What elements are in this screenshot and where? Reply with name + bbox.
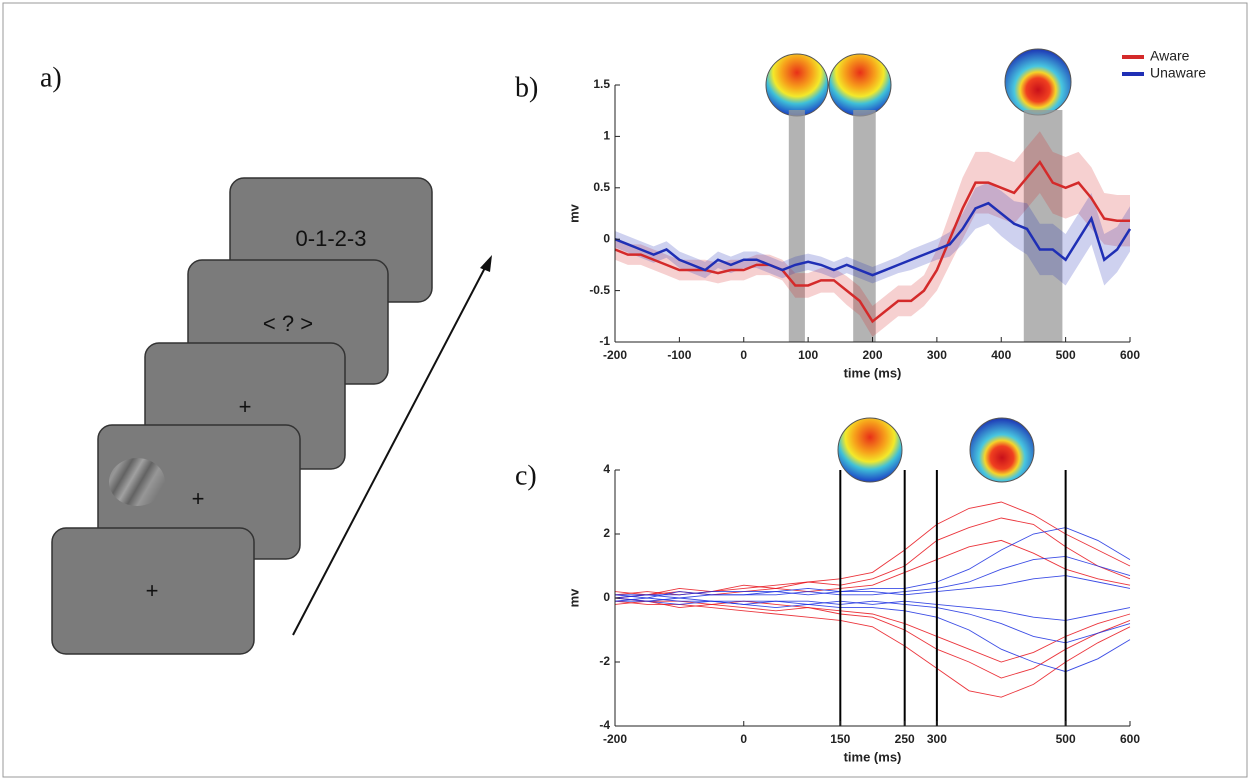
y-tick-label: 2 — [603, 526, 610, 540]
series-line — [615, 527, 1131, 596]
x-tick-label: 0 — [740, 732, 747, 746]
series-line — [614, 575, 1131, 599]
shaded-window — [788, 110, 805, 342]
arrow-head — [480, 255, 492, 272]
topoplot — [837, 417, 903, 483]
y-tick-label: 0.5 — [593, 180, 610, 194]
y-tick-label: -4 — [599, 718, 610, 732]
series-line — [614, 517, 1131, 596]
y-tick-label: -1 — [599, 334, 610, 348]
trial-diagram: 0-1-2-3 < ? > + + + — [51, 177, 492, 655]
y-tick-label: 1.5 — [593, 77, 610, 91]
series-line — [614, 597, 1131, 644]
topoplots — [765, 48, 1072, 483]
error-band — [615, 131, 1130, 337]
x-tick-label: 150 — [830, 732, 850, 746]
y-axis-label: mv — [566, 588, 581, 608]
series-line — [614, 600, 1131, 679]
y-tick-label: 1 — [603, 129, 610, 143]
screen-text: + — [146, 578, 159, 603]
x-tick-label: 500 — [1056, 732, 1076, 746]
panel-label: b) — [515, 72, 538, 103]
screen-text: + — [192, 486, 205, 511]
series-line — [614, 159, 1130, 324]
topoplot — [1004, 48, 1072, 116]
y-tick-label: 0 — [603, 590, 610, 604]
x-tick-label: 600 — [1120, 348, 1140, 362]
y-axis-label: mv — [566, 203, 581, 223]
series-line — [614, 597, 1131, 663]
y-tick-label: 0 — [603, 231, 610, 245]
x-tick-label: -200 — [603, 348, 627, 362]
gabor-patch — [109, 458, 165, 506]
x-tick-label: 200 — [862, 348, 882, 362]
x-tick-label: 400 — [991, 348, 1011, 362]
series-line — [615, 600, 1131, 673]
plots: -1-0.500.511.5-200 -100 0 100 200 300 400 500 60… — [566, 48, 1206, 765]
x-axis-label: time (ms) — [844, 365, 902, 380]
screen-text: 0-1-2-3 — [296, 226, 367, 251]
x-tick-label: 500 — [1056, 348, 1076, 362]
x-tick-label: 250 — [895, 732, 915, 746]
screen-text: < ? > — [263, 311, 313, 336]
series-line — [614, 501, 1131, 596]
topoplot — [828, 53, 892, 117]
panel-label: a) — [40, 62, 62, 93]
x-tick-label: 300 — [927, 732, 947, 746]
screen — [51, 527, 255, 655]
screen-text: + — [239, 394, 252, 419]
shaded-window — [853, 110, 876, 342]
x-tick-label: 300 — [927, 348, 947, 362]
legend-label: Aware — [1150, 48, 1190, 64]
shaded-window — [1023, 110, 1063, 342]
x-tick-label: 600 — [1120, 732, 1140, 746]
x-tick-label: 0 — [740, 348, 747, 362]
y-tick-label: 4 — [603, 462, 610, 476]
y-tick-label: -0.5 — [589, 283, 610, 297]
series-line — [614, 597, 1131, 621]
time-arrow — [292, 261, 489, 636]
panel-label: c) — [515, 460, 537, 491]
series-line — [614, 555, 1131, 599]
x-axis-label: time (ms) — [844, 749, 902, 764]
topoplot — [765, 53, 829, 117]
series-line — [614, 600, 1131, 698]
legend-label: Unaware — [1150, 65, 1206, 81]
x-tick-label: -200 — [603, 732, 627, 746]
y-tick-label: -2 — [599, 654, 610, 668]
x-tick-label: -100 — [667, 348, 691, 362]
series-line — [614, 201, 1132, 277]
x-tick-label: 100 — [798, 348, 818, 362]
topoplot — [969, 417, 1035, 483]
